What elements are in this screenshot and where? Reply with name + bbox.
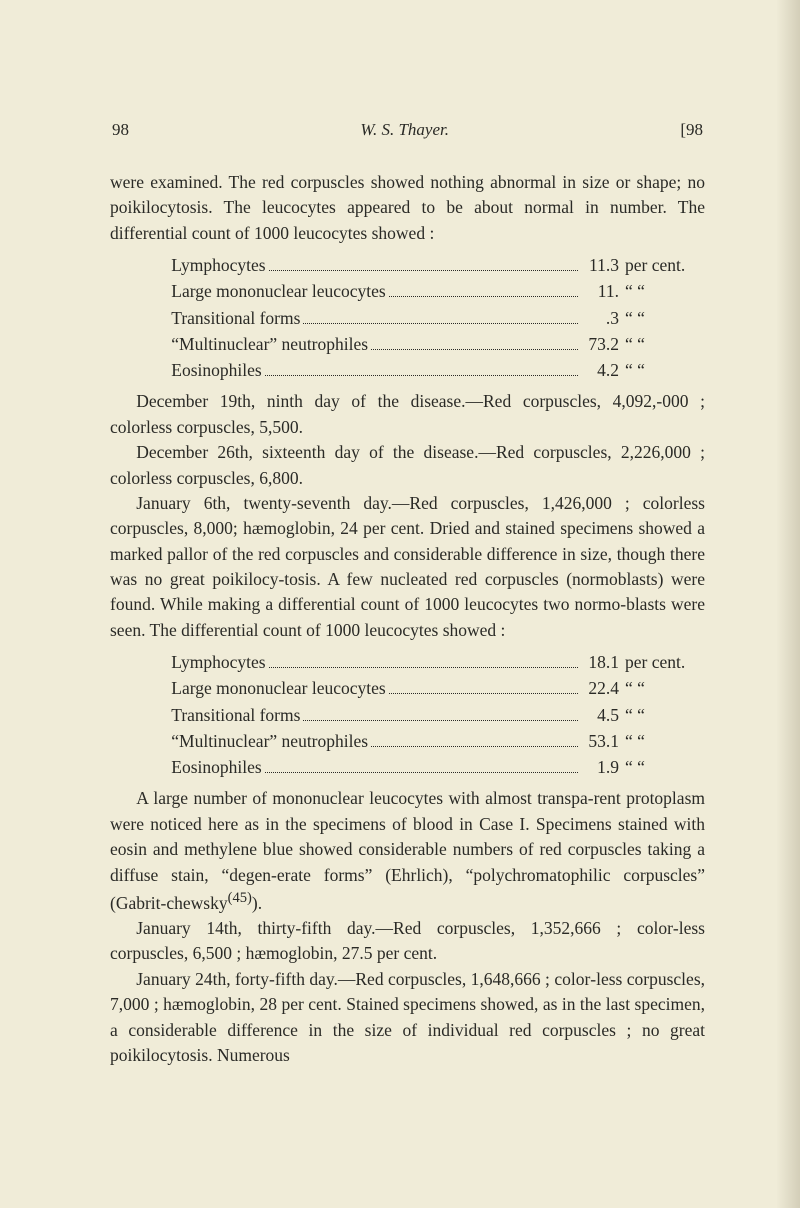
row-label: Large mononuclear leucocytes [171, 278, 385, 304]
row-value: 4.2 [581, 357, 625, 383]
table-row: “Multinuclear” neutrophiles 53.1 “ “ [171, 728, 705, 754]
row-label: Transitional forms [171, 305, 300, 331]
row-unit: per cent. [625, 649, 705, 675]
row-label: Large mononuclear leucocytes [171, 675, 385, 701]
row-value: 11. [581, 278, 625, 304]
paragraph: December 19th, ninth day of the disease.… [110, 389, 705, 440]
row-unit: “ “ [625, 728, 705, 754]
table-row: Eosinophiles 4.2 “ “ [171, 357, 705, 383]
leader-dots [371, 335, 578, 350]
differential-table-2: Lymphocytes 18.1 per cent. Large mononuc… [171, 649, 705, 780]
paragraph: December 26th, sixteenth day of the dise… [110, 440, 705, 491]
leader-dots [303, 706, 578, 721]
paragraph: were examined. The red corpuscles showed… [110, 170, 705, 246]
leader-dots [269, 653, 578, 668]
row-value: 18.1 [581, 649, 625, 675]
table-row: Transitional forms 4.5 “ “ [171, 702, 705, 728]
differential-table-1: Lymphocytes 11.3 per cent. Large mononuc… [171, 252, 705, 383]
row-value: 4.5 [581, 702, 625, 728]
table-row: Lymphocytes 11.3 per cent. [171, 252, 705, 278]
table-row: Lymphocytes 18.1 per cent. [171, 649, 705, 675]
row-unit: “ “ [625, 675, 705, 701]
paragraph: January 6th, twenty-seventh day.—Red cor… [110, 491, 705, 643]
leader-dots [389, 680, 578, 695]
row-unit: “ “ [625, 702, 705, 728]
table-row: Eosinophiles 1.9 “ “ [171, 754, 705, 780]
row-label: Transitional forms [171, 702, 300, 728]
row-value: 11.3 [581, 252, 625, 278]
paragraph-text: A large number of mononuclear leucocytes… [110, 788, 705, 912]
table-row: Large mononuclear leucocytes 22.4 “ “ [171, 675, 705, 701]
row-label: “Multinuclear” neutrophiles [171, 331, 368, 357]
leader-dots [265, 758, 578, 773]
row-value: 22.4 [581, 675, 625, 701]
row-unit: per cent. [625, 252, 705, 278]
row-value: 53.1 [581, 728, 625, 754]
leader-dots [269, 256, 578, 271]
page-number-right: [98 [680, 120, 703, 140]
row-unit: “ “ [625, 278, 705, 304]
paragraph-text: ). [252, 893, 262, 913]
leader-dots [303, 309, 578, 324]
running-head: 98 W. S. Thayer. [98 [110, 120, 705, 140]
table-row: “Multinuclear” neutrophiles 73.2 “ “ [171, 331, 705, 357]
row-value: 1.9 [581, 754, 625, 780]
table-row: Transitional forms .3 “ “ [171, 305, 705, 331]
leader-dots [265, 361, 578, 376]
row-unit: “ “ [625, 754, 705, 780]
row-label: Lymphocytes [171, 649, 265, 675]
row-unit: “ “ [625, 357, 705, 383]
row-label: Lymphocytes [171, 252, 265, 278]
table-row: Large mononuclear leucocytes 11. “ “ [171, 278, 705, 304]
row-unit: “ “ [625, 305, 705, 331]
page-body: were examined. The red corpuscles showed… [110, 170, 705, 1068]
row-label: Eosinophiles [171, 754, 261, 780]
row-label: Eosinophiles [171, 357, 261, 383]
row-label: “Multinuclear” neutrophiles [171, 728, 368, 754]
row-unit: “ “ [625, 331, 705, 357]
row-value: .3 [581, 305, 625, 331]
leader-dots [389, 283, 578, 298]
leader-dots [371, 732, 578, 747]
paragraph: January 14th, thirty-fifth day.—Red corp… [110, 916, 705, 967]
citation-superscript: (45) [228, 890, 252, 906]
row-value: 73.2 [581, 331, 625, 357]
paragraph: January 24th, forty-fifth day.—Red corpu… [110, 967, 705, 1069]
running-title: W. S. Thayer. [360, 120, 449, 140]
paragraph: A large number of mononuclear leucocytes… [110, 786, 705, 916]
page-number-left: 98 [112, 120, 129, 140]
